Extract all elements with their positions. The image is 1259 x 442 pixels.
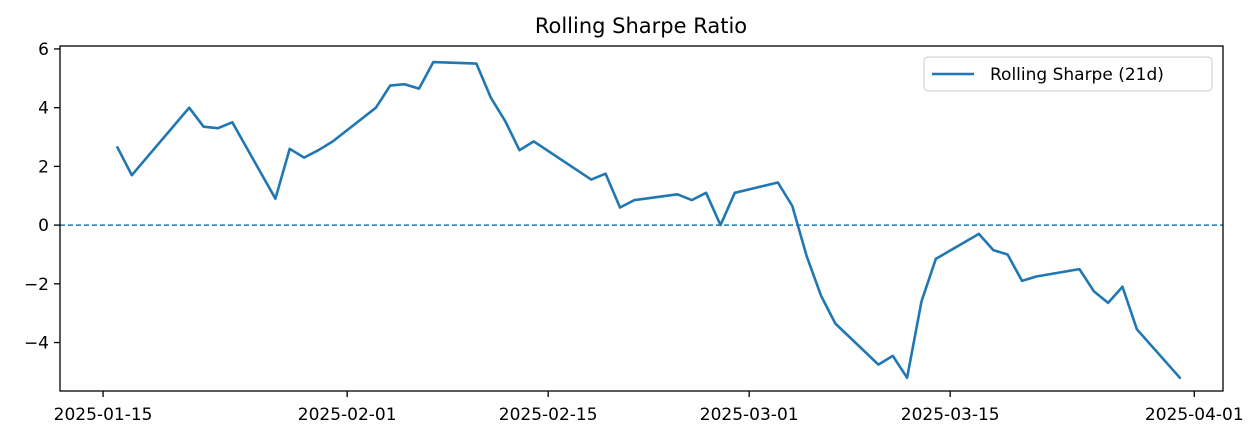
x-tick-label: 2025-03-01 [700,405,799,425]
x-tick-label: 2025-02-15 [499,405,598,425]
y-tick-label: 2 [38,157,49,177]
series-line-0 [116,60,1182,380]
legend-box [923,56,1213,92]
y-tick-label: −4 [24,334,49,354]
y-tick-label: 0 [38,216,49,236]
legend: Rolling Sharpe (21d) [923,56,1213,92]
y-tick-label: 4 [38,99,49,119]
x-tick-label: 2025-02-01 [298,405,397,425]
y-tick-label: −2 [24,275,49,295]
x-tick-label: 2025-03-15 [901,405,1000,425]
x-tick-label: 2025-01-15 [54,405,153,425]
legend-label: Rolling Sharpe (21d) [990,65,1164,85]
chart-title: Rolling Sharpe Ratio [535,14,747,38]
y-tick-label: 6 [38,40,49,60]
plot-frame [59,45,1224,392]
axes: −4 −2 0 2 4 6 2025-01-15 2025-02-01 2025-02-15 20… [24,40,1244,425]
x-tick-label: 2025-04-01 [1145,405,1244,425]
plot-area [60,60,1223,380]
